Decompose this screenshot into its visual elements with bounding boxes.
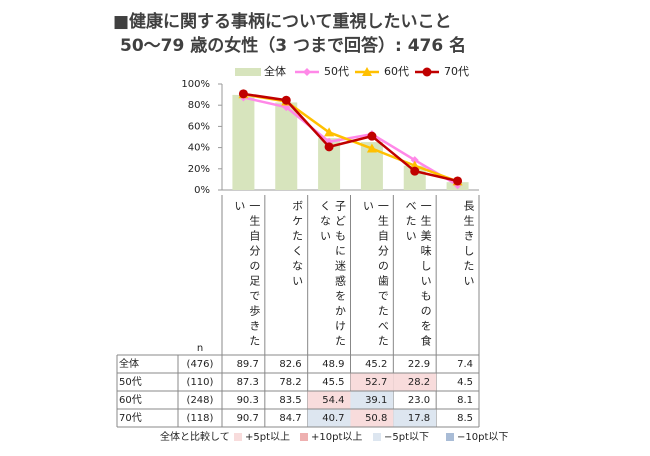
cell-value: 48.9 [322,359,344,370]
cell-value: 90.7 [237,413,259,424]
x-tick-label: 一生美味しいものを食べたい [404,200,433,350]
marker [324,127,335,137]
marker [410,156,419,165]
cell-highlight [350,373,394,391]
x-tick-label: ボケたくない [290,200,304,290]
y-tick-label: 40% [188,143,210,154]
cell-value: 40.7 [322,413,344,424]
cell-value: 23.0 [408,395,430,406]
marker [367,131,377,141]
marker [366,143,377,153]
bar [275,102,298,190]
marker [409,160,420,170]
marker [410,166,420,176]
cell-value: 45.5 [322,377,344,388]
x-tick-label: 子どもに迷惑をかけたくない [318,200,347,350]
comparison-label: −5pt以下 [384,432,429,443]
legend-swatch [235,68,261,76]
cell-value: 45.2 [365,359,387,370]
cell-highlight [393,373,437,391]
legend-label: 70代 [444,65,469,78]
y-tick-label: 80% [188,100,210,111]
bar [318,138,341,190]
cell-value: 82.6 [279,359,301,370]
n-label: (476) [187,359,214,370]
n-label: (110) [187,377,214,388]
cell-value: 78.2 [279,377,301,388]
cell-highlight [350,391,394,409]
cell-highlight [307,391,351,409]
chart-title: ■健康に関する事柄について重視したいこと [113,11,452,32]
x-tick-label: 一生自分の足で歩きたい [232,200,261,350]
bar [360,142,383,190]
n-label: (248) [187,395,214,406]
row-label: 70代 [119,412,142,424]
cell-value: 89.7 [237,359,259,370]
cell-value: 39.1 [365,395,387,406]
legend-label: 60代 [384,65,409,78]
cell-value: 28.2 [408,377,430,388]
n-header: n [197,343,203,354]
comparison-swatch [300,433,308,441]
legend-label: 全体 [264,64,286,78]
comparison-swatch [373,433,381,441]
comparison-label: −10pt以下 [457,432,508,443]
cell-value: 8.5 [457,413,473,424]
chart-subtitle: 50〜79 歳の女性（3 つまで回答）: 476 名 [120,35,466,56]
y-tick-label: 20% [188,164,210,175]
row-label: 60代 [119,394,142,406]
line [243,92,458,183]
marker [303,68,311,76]
marker [281,95,291,105]
comparison-swatch [446,433,454,441]
y-tick-label: 0% [194,185,210,196]
marker [362,67,372,76]
row-label: 50代 [119,376,142,388]
cell-value: 17.8 [408,413,430,424]
cell-value: 22.9 [408,359,430,370]
marker [324,142,334,152]
cell-value: 84.7 [279,413,301,424]
cell-value: 87.3 [237,377,259,388]
comparison-label: +10pt以上 [311,431,362,443]
cell-value: 54.4 [322,395,344,406]
y-tick-label: 100% [181,79,210,90]
cell-highlight [307,409,351,427]
line [243,96,459,187]
comparison-swatch [234,433,242,441]
cell-value: 7.4 [457,359,473,370]
cell-highlight [393,409,437,427]
cell-value: 52.7 [365,377,387,388]
marker [422,67,432,77]
cell-highlight [350,409,394,427]
bar [232,94,255,190]
comparison-title: 全体と比較して [160,430,230,443]
cell-value: 50.8 [365,413,387,424]
y-tick-label: 60% [188,121,210,132]
cell-value: 83.5 [279,395,301,406]
marker [453,176,463,186]
n-label: (118) [187,413,214,424]
legend-label: 50代 [324,65,349,78]
cell-value: 90.3 [237,395,259,406]
x-tick-label: 一生自分の歯でたべたい [361,200,390,350]
marker [238,89,248,99]
comparison-label: +5pt以上 [245,431,290,443]
cell-value: 4.5 [457,377,473,388]
cell-value: 8.1 [457,395,473,406]
x-tick-label: 長生きしたい [461,200,475,290]
row-label: 全体 [119,357,139,370]
